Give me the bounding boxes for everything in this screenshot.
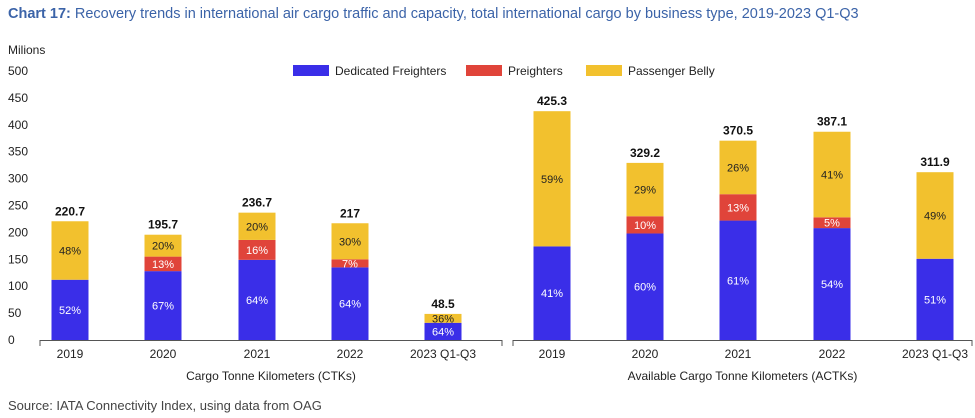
y-tick-label: 150 <box>8 252 28 266</box>
x-category-label: 2020 <box>632 347 659 361</box>
bar-segment-passenger-belly <box>916 172 954 259</box>
bar-percent-label: 13% <box>152 259 174 271</box>
y-tick-label: 350 <box>8 145 28 159</box>
bar-percent-label: 64% <box>432 326 454 338</box>
bar-percent-label: 20% <box>152 241 174 253</box>
bar-segment-dedicated-freighters <box>719 220 757 340</box>
legend-label-1: Dedicated Freighters <box>335 64 446 78</box>
bar-segment-preighters <box>719 194 757 221</box>
bar-percent-label: 61% <box>727 275 749 287</box>
bar-segment-passenger-belly <box>813 131 851 218</box>
bar-percent-label: 60% <box>634 282 656 294</box>
bar-percent-label: 20% <box>246 221 268 233</box>
legend-swatch-1 <box>293 65 329 76</box>
bar-total-label: 236.7 <box>242 196 272 210</box>
bar-segment-dedicated-freighters <box>51 279 89 340</box>
bar-segment-passenger-belly <box>238 212 276 240</box>
panel-label-2: Available Cargo Tonne Kilometers (ACTKs) <box>628 369 858 383</box>
bar-total-label: 195.7 <box>148 218 178 232</box>
x-category-label: 2023 Q1-Q3 <box>410 347 476 361</box>
bar-segment-dedicated-freighters <box>238 259 276 340</box>
bar-percent-label: 29% <box>634 185 656 197</box>
legend-label-2: Preighters <box>508 64 563 78</box>
bar-total-label: 48.5 <box>431 297 455 311</box>
bar-total-label: 311.9 <box>920 155 950 169</box>
bar-segment-dedicated-freighters <box>533 246 571 340</box>
bar-percent-label: 48% <box>59 246 81 258</box>
bar-total-label: 370.5 <box>723 124 753 138</box>
bar-percent-label: 59% <box>541 174 563 186</box>
source-note: Source: IATA Connectivity Index, using d… <box>8 398 322 413</box>
bar-percent-label: 30% <box>339 236 361 248</box>
bar-segment-passenger-belly <box>626 162 664 217</box>
bar-segment-preighters <box>626 216 664 234</box>
x-category-label: 2022 <box>819 347 846 361</box>
chart-title-prefix: Chart 17: <box>8 6 71 22</box>
bar-segment-dedicated-freighters <box>424 322 462 340</box>
bar-total-label: 387.1 <box>817 115 847 129</box>
bar-segment-passenger-belly <box>533 111 571 247</box>
bar-segment-dedicated-freighters <box>331 267 369 340</box>
legend-swatch-3 <box>586 65 622 76</box>
bar-segment-passenger-belly <box>331 223 369 260</box>
panel-label-1: Cargo Tonne Kilometers (CTKs) <box>186 369 356 383</box>
bar-percent-label: 16% <box>246 245 268 257</box>
bar-percent-label: 54% <box>821 279 843 291</box>
bar-percent-label: 64% <box>339 299 361 311</box>
x-category-label: 2019 <box>539 347 566 361</box>
bar-percent-label: 49% <box>924 210 946 222</box>
legend-label-3: Passenger Belly <box>628 64 715 78</box>
bar-segment-dedicated-freighters <box>626 233 664 340</box>
legend-swatch-2 <box>466 65 502 76</box>
bar-percent-label: 51% <box>924 294 946 306</box>
bar-segment-preighters <box>144 256 182 272</box>
chart-title-text: Recovery trends in international air car… <box>74 6 859 22</box>
bar-percent-label: 41% <box>541 288 563 300</box>
y-tick-label: 250 <box>8 199 28 213</box>
bar-segment-preighters <box>238 239 276 260</box>
bar-percent-label: 13% <box>727 202 749 214</box>
y-tick-label: 300 <box>8 172 28 186</box>
bar-percent-label: 5% <box>824 218 840 230</box>
bar-segment-dedicated-freighters <box>813 228 851 340</box>
y-tick-label: 0 <box>8 333 15 347</box>
y-tick-label: 500 <box>8 64 28 78</box>
y-tick-label: 450 <box>8 91 28 105</box>
bar-percent-label: 10% <box>634 220 656 232</box>
bar-percent-label: 26% <box>727 162 749 174</box>
y-tick-label: 400 <box>8 118 28 132</box>
x-category-label: 2021 <box>244 347 271 361</box>
bar-percent-label: 67% <box>152 301 174 313</box>
bar-percent-label: 7% <box>342 258 358 270</box>
y-tick-label: 200 <box>8 225 28 239</box>
bar-segment-dedicated-freighters <box>144 271 182 340</box>
x-category-label: 2020 <box>150 347 177 361</box>
bar-total-label: 329.2 <box>630 146 660 160</box>
x-category-label: 2023 Q1-Q3 <box>902 347 968 361</box>
x-category-label: 2022 <box>337 347 364 361</box>
x-category-label: 2021 <box>725 347 752 361</box>
bar-total-label: 220.7 <box>55 204 85 218</box>
bar-segment-passenger-belly <box>51 221 89 280</box>
bar-total-label: 217 <box>340 206 360 220</box>
bar-percent-label: 41% <box>821 170 843 182</box>
bar-segment-passenger-belly <box>144 234 182 257</box>
x-category-label: 2019 <box>57 347 84 361</box>
bar-percent-label: 36% <box>432 313 454 325</box>
bar-segment-dedicated-freighters <box>916 258 954 340</box>
y-tick-label: 100 <box>8 279 28 293</box>
chart-title: Chart 17: Recovery trends in internation… <box>8 6 859 22</box>
bar-percent-label: 64% <box>246 295 268 307</box>
y-axis-label: Milions <box>8 43 45 57</box>
bar-total-label: 425.3 <box>537 94 567 108</box>
bar-segment-preighters <box>813 217 851 229</box>
bar-segment-passenger-belly <box>424 313 462 323</box>
bar-percent-label: 52% <box>59 305 81 317</box>
y-tick-label: 50 <box>8 306 22 320</box>
bar-segment-preighters <box>331 259 369 268</box>
bar-segment-passenger-belly <box>719 140 757 195</box>
